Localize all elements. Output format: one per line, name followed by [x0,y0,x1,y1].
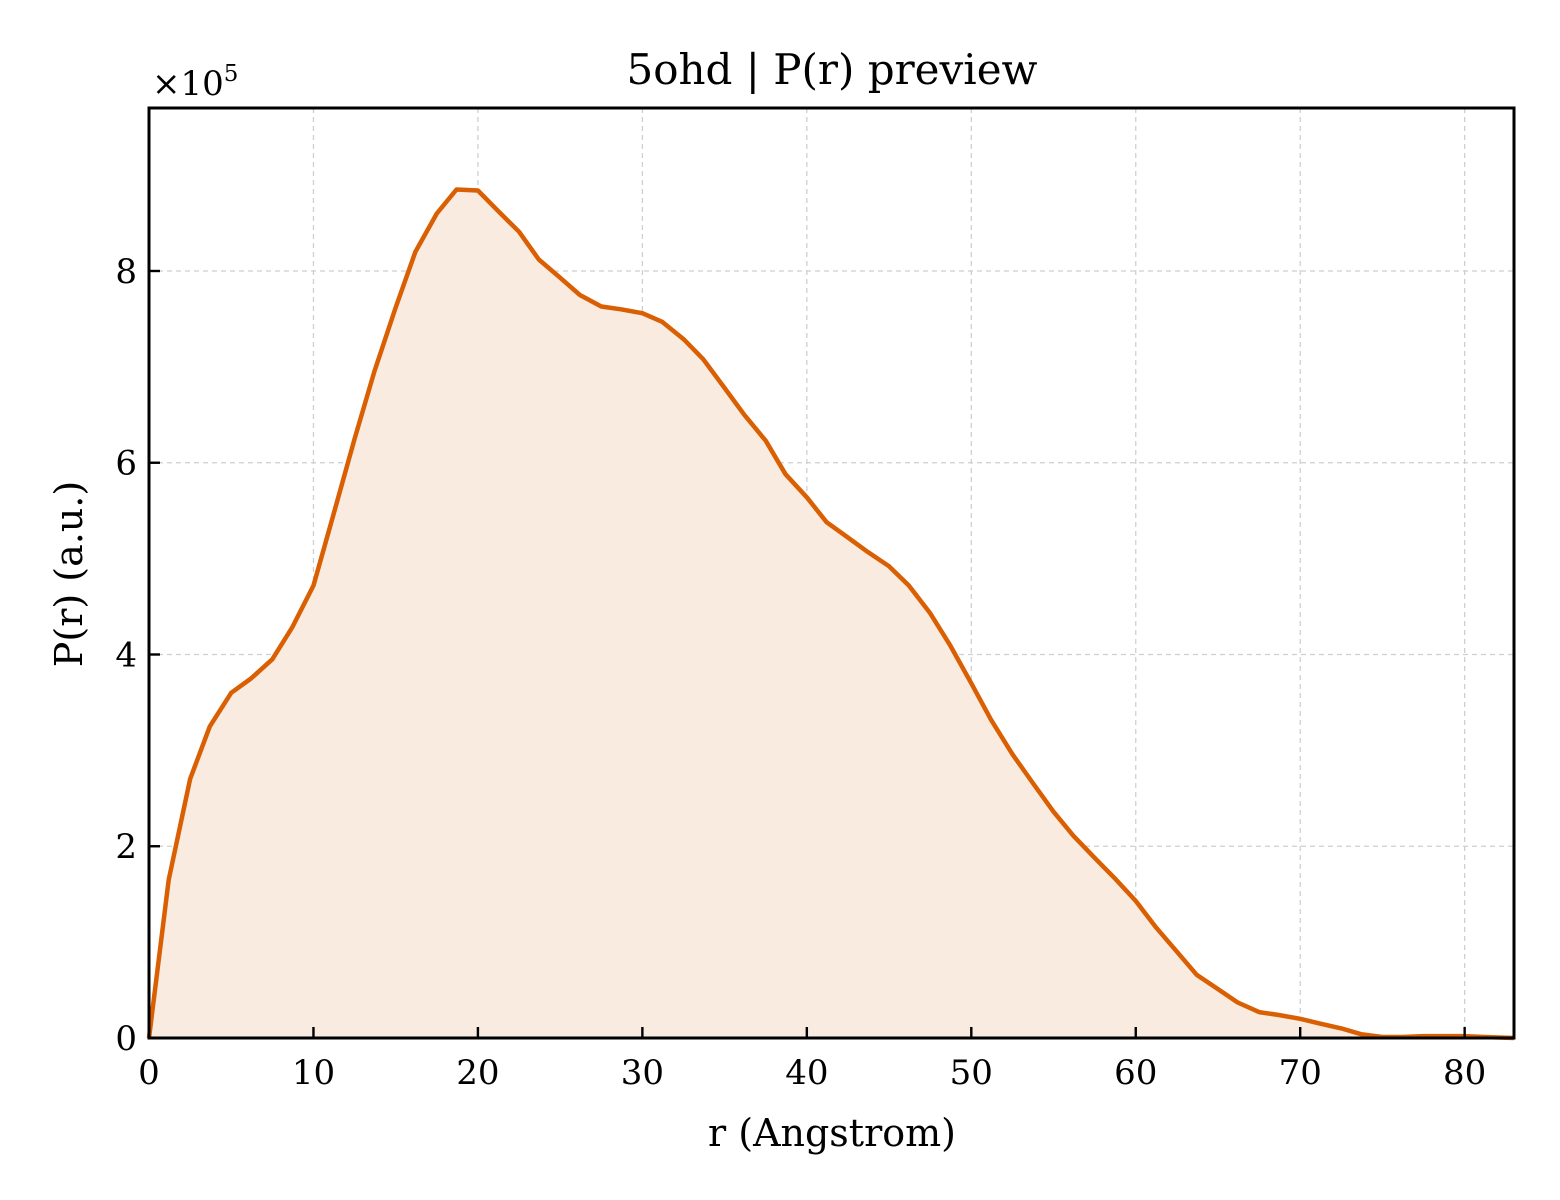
x-tick-label: 70 [1279,1053,1322,1093]
y-tick-label: 6 [115,444,137,484]
x-tick-label: 30 [621,1053,664,1093]
plot-frame [147,106,1516,1040]
ticks-layer [147,269,1466,1040]
x-tick-label: 0 [138,1053,160,1093]
x-tick-label: 40 [785,1053,828,1093]
x-tick-label: 20 [456,1053,499,1093]
chart-title: 5ohd | P(r) preview [626,45,1037,94]
x-tick-label: 10 [292,1053,335,1093]
x-axis-label: r (Angstrom) [708,1111,956,1155]
y-axis-multiplier: ×105 [152,61,238,104]
y-multiplier-exponent: 5 [224,61,239,87]
x-tick-label: 80 [1443,1053,1486,1093]
y-axis-label: P(r) (a.u.) [47,481,91,667]
y-tick-label: 8 [115,252,137,292]
pr-area-fill [149,189,1514,1038]
x-tick-label: 50 [950,1053,993,1093]
y-multiplier-base: ×10 [152,64,224,104]
y-tick-label: 0 [115,1019,137,1059]
y-tick-label: 4 [115,635,137,675]
y-tick-label: 2 [115,827,137,867]
pr-series-line [146,187,1515,1041]
tick-labels-layer: 0 10 20 30 40 50 60 70 80 0 2 4 6 8 [115,252,1486,1093]
x-tick-label: 60 [1114,1053,1157,1093]
